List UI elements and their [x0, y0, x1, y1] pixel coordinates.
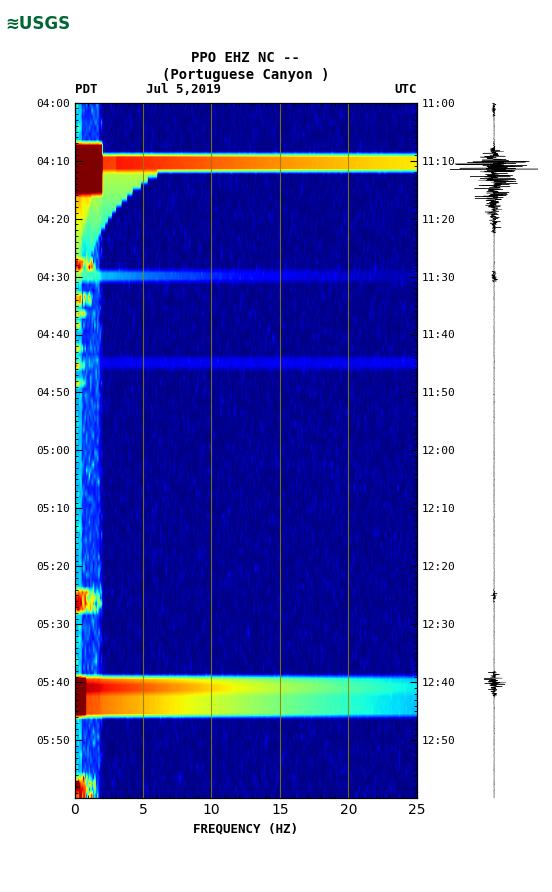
X-axis label: FREQUENCY (HZ): FREQUENCY (HZ) — [193, 822, 298, 836]
Text: (Portuguese Canyon ): (Portuguese Canyon ) — [162, 68, 330, 82]
Text: PDT: PDT — [75, 83, 97, 95]
Text: Jul 5,2019: Jul 5,2019 — [146, 83, 221, 95]
Text: ≋USGS: ≋USGS — [6, 15, 71, 33]
Text: UTC: UTC — [394, 83, 417, 95]
Text: PPO EHZ NC --: PPO EHZ NC -- — [191, 51, 300, 65]
